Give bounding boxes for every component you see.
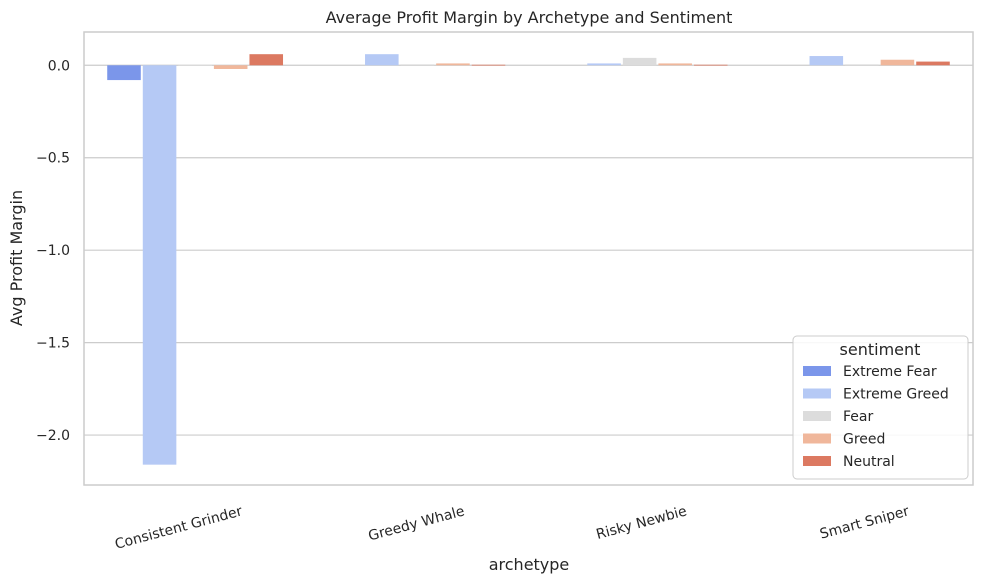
- x-tick-label: Smart Sniper: [818, 503, 911, 542]
- bar: [693, 64, 728, 66]
- legend-label: Extreme Fear: [843, 364, 937, 380]
- plot-frame: [83, 31, 974, 486]
- bar: [436, 63, 470, 66]
- legend-swatch: [803, 456, 831, 466]
- y-tick-label: −2.0: [36, 428, 70, 444]
- legend-label: Extreme Greed: [843, 387, 949, 403]
- y-tick-labels: 0.0 −0.5 −1.0 −1.5 −2.0: [36, 58, 70, 444]
- bar: [587, 63, 621, 66]
- bar: [213, 65, 248, 69]
- x-axis-label: archetype: [489, 555, 570, 574]
- bar: [809, 56, 844, 66]
- legend-title: sentiment: [840, 340, 921, 359]
- legend-label: Fear: [843, 409, 873, 425]
- y-tick-label: 0.0: [48, 58, 70, 74]
- bar: [107, 65, 141, 81]
- legend-label: Greed: [843, 432, 885, 448]
- x-tick-labels: Consistent Grinder Greedy Whale Risky Newb…: [113, 503, 911, 552]
- x-tick-label: Risky Newbie: [595, 503, 689, 543]
- bar: [622, 57, 657, 66]
- bar: [249, 54, 284, 66]
- legend: sentiment Extreme Fear Extreme Greed Fear G…: [792, 335, 969, 480]
- legend-swatch: [803, 388, 831, 399]
- chart-title: Average Profit Margin by Archetype and S…: [326, 8, 733, 27]
- bar: [880, 59, 915, 66]
- legend-box: [792, 335, 969, 480]
- y-tick-label: −0.5: [36, 151, 70, 167]
- y-tick-label: −1.5: [36, 336, 70, 352]
- legend-swatch: [803, 411, 831, 421]
- x-tick-label: Greedy Whale: [367, 503, 467, 544]
- bar: [916, 61, 950, 66]
- legend-swatch: [803, 433, 831, 444]
- bar: [365, 54, 399, 66]
- legend-label: Neutral: [843, 454, 895, 470]
- legend-items: Extreme Fear Extreme Greed Fear Greed Neutra…: [803, 364, 949, 470]
- bar: [845, 64, 879, 66]
- bar: [658, 63, 692, 66]
- y-axis-label: Avg Profit Margin: [7, 190, 26, 326]
- bar: [400, 64, 435, 66]
- legend-swatch: [803, 366, 831, 376]
- y-tick-label: −1.0: [36, 243, 70, 259]
- x-tick-label: Consistent Grinder: [113, 503, 244, 552]
- bar: [142, 65, 177, 465]
- bar: [178, 64, 212, 66]
- bars: [107, 54, 950, 465]
- bar: [471, 64, 506, 66]
